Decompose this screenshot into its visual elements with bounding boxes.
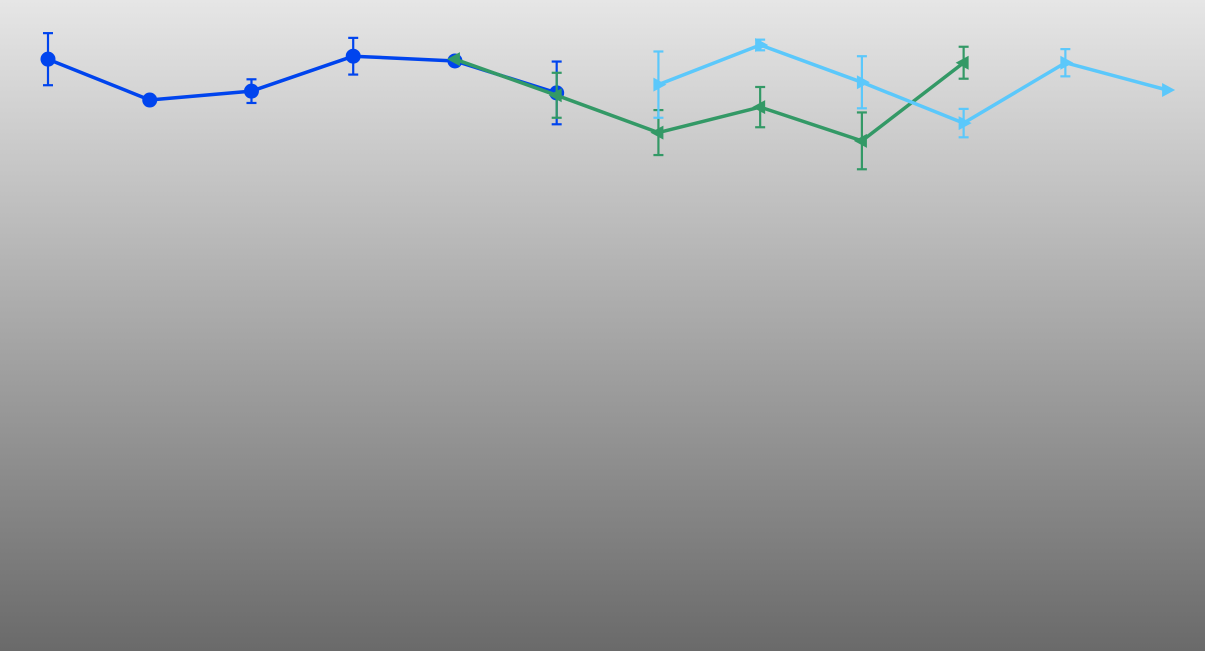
data-point (653, 77, 667, 92)
data-point (752, 100, 766, 115)
data-point (446, 52, 460, 67)
data-point (345, 48, 361, 64)
data-point (142, 92, 158, 108)
data-point (856, 75, 870, 90)
data-point (548, 88, 562, 103)
series-line (47, 54, 558, 102)
series-line (657, 43, 1168, 125)
data-point (853, 133, 867, 148)
data-point (955, 55, 969, 70)
data-point (243, 83, 259, 99)
data-point (40, 51, 56, 67)
series-line (454, 57, 965, 143)
series-1 (40, 32, 565, 126)
data-point (1162, 82, 1176, 97)
data-point (958, 116, 972, 131)
data-point (1060, 55, 1074, 70)
data-point (755, 37, 769, 52)
series-3 (653, 37, 1176, 139)
data-point (650, 125, 664, 140)
